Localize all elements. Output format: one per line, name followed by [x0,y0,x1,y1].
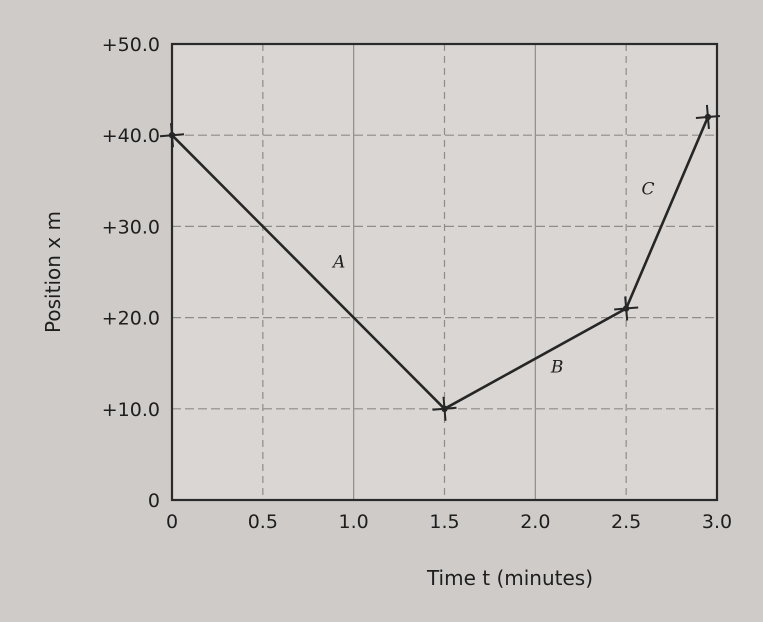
y-tick-label: +30.0 [102,216,160,238]
segment-labels: A B C [331,179,654,377]
y-axis-title: Position x m [41,211,65,333]
y-tick-labels: 0 +10.0 +20.0 +30.0 +40.0 +50.0 [102,34,160,512]
y-tick-label: +20.0 [102,308,160,330]
x-tick-label: 1.5 [429,511,459,533]
data-series [171,116,710,411]
x-tick-labels: 0 0.5 1.0 1.5 2.0 2.5 3.0 [166,511,732,533]
y-tick-label: 0 [148,490,160,512]
data-point [614,296,639,321]
x-tick-label: 0.5 [248,511,278,533]
x-tick-label: 2.0 [520,511,550,533]
segment-label-c: C [641,179,654,199]
data-point [432,396,457,421]
x-axis-title: Time t (minutes) [426,566,593,590]
plot-frame [170,42,719,502]
x-tick-label: 1.0 [339,511,369,533]
y-tick-label: +50.0 [102,34,160,56]
x-tick-label: 3.0 [702,511,732,533]
segment-label-b: B [550,357,564,377]
x-tick-label: 2.5 [611,511,641,533]
series-line [171,116,710,411]
data-point [159,123,185,148]
data-markers [159,104,720,421]
x-tick-label: 0 [166,511,178,533]
data-point [695,104,720,130]
y-tick-label: +40.0 [102,125,160,147]
segment-label-a: A [331,252,345,272]
y-tick-label: +10.0 [102,399,160,421]
gridlines [172,44,717,500]
